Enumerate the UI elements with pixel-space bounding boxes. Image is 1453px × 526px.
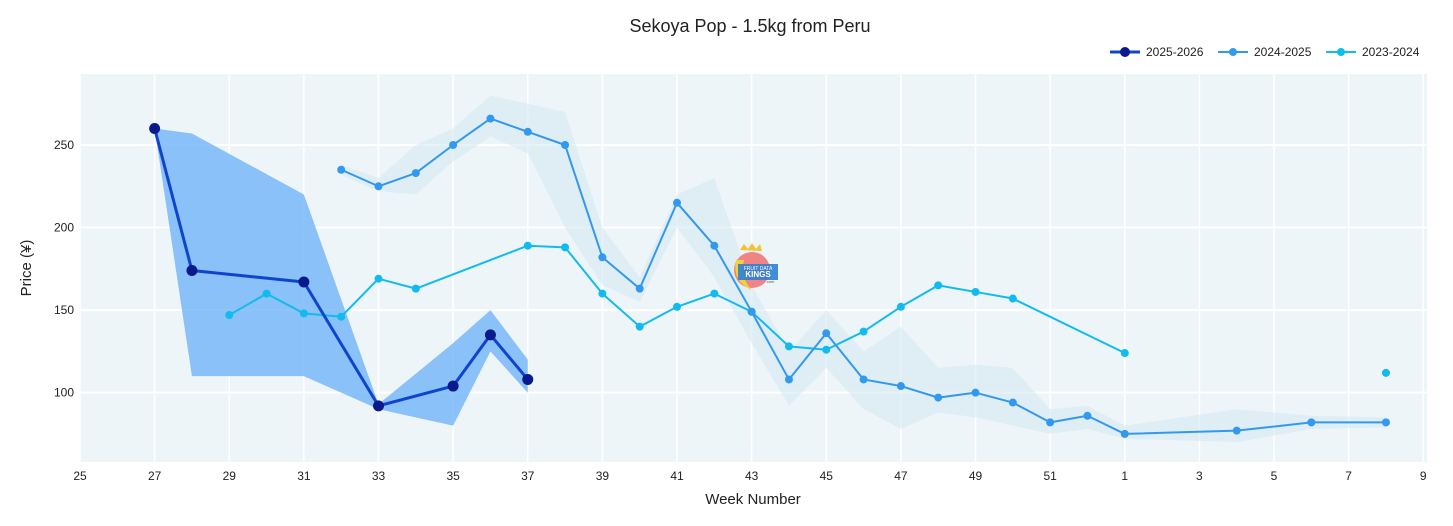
x-tick-label: 37 <box>521 469 535 483</box>
x-tick-label: 33 <box>372 469 386 483</box>
data-point-2024-2025[interactable] <box>523 127 532 136</box>
data-point-2023-2024[interactable] <box>1008 294 1017 303</box>
legend-item-2023-2024[interactable]: 2023-2024 <box>1326 45 1420 59</box>
data-point-2023-2024[interactable] <box>673 302 682 311</box>
x-tick-label: 51 <box>1043 469 1057 483</box>
data-point-2025-2026[interactable] <box>186 264 198 276</box>
x-tick-label: 45 <box>820 469 834 483</box>
data-point-2023-2024[interactable] <box>971 287 980 296</box>
legend-label: 2023-2024 <box>1362 45 1420 59</box>
data-point-2024-2025[interactable] <box>486 114 495 123</box>
data-point-2023-2024[interactable] <box>561 243 570 252</box>
band-2025-2026 <box>154 128 528 426</box>
data-point-2024-2025[interactable] <box>896 382 905 391</box>
y-tick-label: 100 <box>54 386 74 400</box>
data-point-2024-2025[interactable] <box>1120 429 1129 438</box>
data-point-2024-2025[interactable] <box>971 388 980 397</box>
legend-item-2024-2025[interactable]: 2024-2025 <box>1218 45 1312 59</box>
data-point-2025-2026[interactable] <box>149 122 161 134</box>
band-2024-2025 <box>341 95 1386 443</box>
data-point-2024-2025[interactable] <box>1046 418 1055 427</box>
data-point-2023-2024[interactable] <box>784 342 793 351</box>
data-point-2024-2025[interactable] <box>1381 418 1390 427</box>
data-point-2023-2024[interactable] <box>822 345 831 354</box>
data-point-2023-2024[interactable] <box>896 302 905 311</box>
legend-swatch-marker <box>1229 48 1237 56</box>
series-points <box>149 114 1390 438</box>
data-point-2025-2026[interactable] <box>298 276 310 288</box>
data-point-2024-2025[interactable] <box>747 307 756 316</box>
y-tick-label: 250 <box>54 138 74 152</box>
data-point-2025-2026[interactable] <box>373 400 385 412</box>
data-point-2023-2024[interactable] <box>598 289 607 298</box>
legend[interactable]: 2025-2026 2024-2025 2023-2024 <box>1110 45 1420 59</box>
data-point-2023-2024[interactable] <box>374 274 383 283</box>
y-axis-ticks: 100 150 200 250 <box>54 138 74 400</box>
data-point-2025-2026[interactable] <box>484 329 496 341</box>
data-point-2024-2025[interactable] <box>822 329 831 338</box>
confidence-bands <box>154 95 1386 443</box>
fruit-data-kings-logo: FRUIT DATA KINGS .com <box>726 240 782 296</box>
chart-title: Sekoya Pop - 1.5kg from Peru <box>629 16 870 36</box>
legend-item-2025-2026[interactable]: 2025-2026 <box>1110 45 1204 59</box>
legend-label: 2025-2026 <box>1146 45 1204 59</box>
data-point-2023-2024[interactable] <box>710 289 719 298</box>
x-tick-label: 25 <box>73 469 87 483</box>
x-axis-ticks: 25 27 29 31 33 35 37 39 41 43 45 47 49 51 1 3 5 7 9 <box>73 469 1427 483</box>
data-point-2024-2025[interactable] <box>635 284 644 293</box>
data-point-2024-2025[interactable] <box>673 198 682 207</box>
data-point-2024-2025[interactable] <box>1008 398 1017 407</box>
x-tick-label: 31 <box>297 469 311 483</box>
x-tick-label: 9 <box>1420 469 1427 483</box>
x-tick-label: 43 <box>745 469 759 483</box>
data-point-2024-2025[interactable] <box>934 393 943 402</box>
data-point-2023-2024[interactable] <box>225 311 234 320</box>
x-tick-label: 1 <box>1121 469 1128 483</box>
x-tick-label: 3 <box>1196 469 1203 483</box>
data-point-2025-2026[interactable] <box>447 380 459 392</box>
x-tick-label: 47 <box>894 469 908 483</box>
svg-text:KINGS: KINGS <box>745 270 771 279</box>
x-tick-label: 7 <box>1345 469 1352 483</box>
data-point-2023-2024[interactable] <box>934 281 943 290</box>
data-point-2023-2024[interactable] <box>859 327 868 336</box>
data-point-2024-2025[interactable] <box>710 241 719 250</box>
legend-label: 2024-2025 <box>1254 45 1312 59</box>
svg-text:.com: .com <box>766 279 775 284</box>
data-point-2025-2026[interactable] <box>522 373 534 385</box>
data-point-2023-2024[interactable] <box>635 322 644 331</box>
data-point-2024-2025[interactable] <box>411 169 420 178</box>
x-axis-label: Week Number <box>705 491 801 508</box>
data-point-2024-2025[interactable] <box>598 253 607 262</box>
x-tick-label: 29 <box>223 469 237 483</box>
legend-swatch-marker <box>1337 48 1345 56</box>
svg-text:FRUIT DATA: FRUIT DATA <box>744 266 773 272</box>
data-point-2024-2025[interactable] <box>859 375 868 384</box>
data-point-2023-2024[interactable] <box>1120 349 1129 358</box>
data-point-2024-2025[interactable] <box>449 140 458 149</box>
y-tick-label: 150 <box>54 303 74 317</box>
data-point-2024-2025[interactable] <box>1232 426 1241 435</box>
data-point-2023-2024[interactable] <box>337 312 346 321</box>
data-point-2023-2024[interactable] <box>523 241 532 250</box>
data-point-2024-2025[interactable] <box>1083 411 1092 420</box>
data-point-2023-2024[interactable] <box>1381 368 1390 377</box>
data-point-2024-2025[interactable] <box>784 375 793 384</box>
x-tick-label: 41 <box>670 469 684 483</box>
legend-swatch-marker <box>1120 47 1130 57</box>
data-point-2024-2025[interactable] <box>1307 418 1316 427</box>
x-tick-label: 49 <box>969 469 983 483</box>
x-tick-label: 27 <box>148 469 162 483</box>
data-point-2023-2024[interactable] <box>262 289 271 298</box>
x-tick-label: 39 <box>596 469 610 483</box>
y-tick-label: 200 <box>54 221 74 235</box>
x-tick-label: 5 <box>1271 469 1278 483</box>
data-point-2024-2025[interactable] <box>337 165 346 174</box>
data-point-2023-2024[interactable] <box>299 309 308 318</box>
y-axis-label: Price (¥) <box>18 240 35 297</box>
x-tick-label: 35 <box>446 469 460 483</box>
data-point-2023-2024[interactable] <box>411 284 420 293</box>
data-point-2024-2025[interactable] <box>561 140 570 149</box>
data-point-2024-2025[interactable] <box>374 182 383 191</box>
